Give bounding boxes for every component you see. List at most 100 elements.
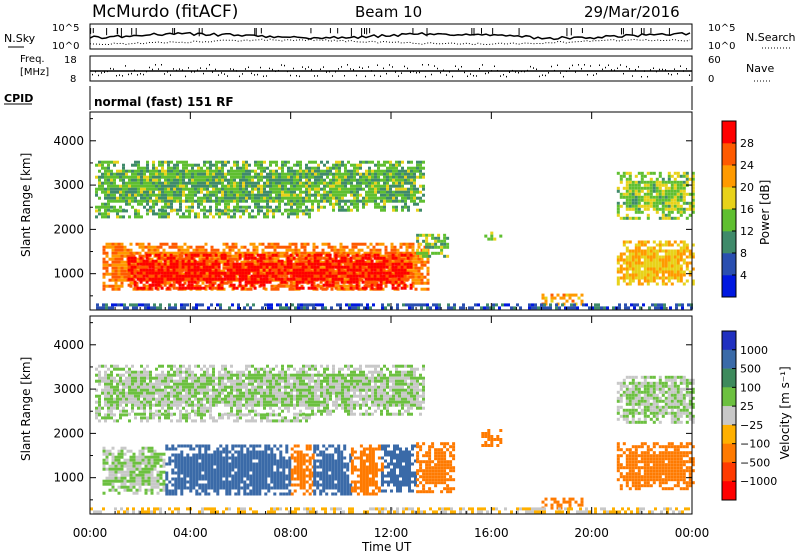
power-cell (251, 281, 254, 284)
power-cell (110, 179, 113, 182)
power-cell (480, 306, 483, 309)
power-cell (253, 243, 256, 246)
power-cell (209, 281, 212, 284)
power-cell (386, 179, 389, 182)
power-cell (167, 206, 170, 209)
power-cell (680, 241, 683, 244)
power-cell (416, 161, 419, 164)
power-cell (161, 188, 164, 191)
power-cell (395, 179, 398, 182)
power-cell (674, 241, 677, 244)
power-cell (344, 200, 347, 203)
power-cell (115, 270, 118, 273)
power-cell (401, 209, 404, 212)
power-cell (251, 194, 254, 197)
power-cell (251, 269, 254, 272)
power-cell (106, 246, 109, 249)
power-cell (680, 277, 683, 280)
power-cell (245, 197, 248, 200)
power-cell (218, 167, 221, 170)
power-cell (358, 243, 361, 246)
power-cell (296, 188, 299, 191)
power-cell (242, 278, 245, 281)
power-cell (218, 266, 221, 269)
power-cell (317, 266, 320, 269)
power-cell (410, 179, 413, 182)
power-cell (671, 253, 674, 256)
power-cell (101, 215, 104, 218)
power-cell (377, 266, 380, 269)
power-cell (197, 278, 200, 281)
power-cell (167, 182, 170, 185)
power-cell (308, 170, 311, 173)
power-cell (350, 173, 353, 176)
power-cell (146, 164, 149, 167)
power-cell (299, 203, 302, 206)
power-cell (653, 271, 656, 274)
power-cell (197, 185, 200, 188)
power-cell (629, 280, 632, 283)
power-cell (353, 173, 356, 176)
power-cell (191, 173, 194, 176)
power-cell (116, 188, 119, 191)
power-cell (194, 260, 197, 263)
power-cell (215, 287, 218, 290)
power-cell (123, 306, 126, 309)
power-cell (137, 266, 140, 269)
power-cell (188, 287, 191, 290)
power-cell (242, 287, 245, 290)
power-cell (617, 283, 620, 286)
power-cell (350, 182, 353, 185)
power-cell (199, 249, 202, 252)
power-cell (659, 241, 662, 244)
power-cell (635, 250, 638, 253)
power-cell (677, 190, 680, 193)
power-cell (380, 272, 383, 275)
power-cell (209, 173, 212, 176)
freq-label: Freq. (20, 54, 45, 65)
power-cell (281, 179, 284, 182)
power-cell (284, 281, 287, 284)
power-cell (326, 263, 329, 266)
power-cell (341, 278, 344, 281)
power-cell (617, 256, 620, 259)
power-cell (218, 188, 221, 191)
power-cell (248, 263, 251, 266)
power-cell (356, 266, 359, 269)
power-cell (158, 182, 161, 185)
power-cell (371, 269, 374, 272)
power-cell (329, 167, 332, 170)
power-cell (287, 194, 290, 197)
power-cell (269, 269, 272, 272)
nave-point (509, 71, 510, 73)
power-cell (254, 188, 257, 191)
power-cell (315, 303, 318, 306)
power-cell (638, 241, 641, 244)
power-cell (626, 196, 629, 199)
power-cell (647, 190, 650, 193)
power-cell (112, 261, 115, 264)
power-cell (495, 303, 498, 306)
power-cell (305, 179, 308, 182)
power-cell (332, 173, 335, 176)
power-cell (149, 182, 152, 185)
power-cell (143, 173, 146, 176)
power-cell (362, 188, 365, 191)
power-cell (275, 164, 278, 167)
power-cell (570, 303, 573, 306)
power-cell (239, 209, 242, 212)
power-cell (95, 164, 98, 167)
power-cell (118, 276, 121, 279)
power-cell (641, 271, 644, 274)
power-cell (302, 173, 305, 176)
power-cell (386, 272, 389, 275)
power-cell (182, 284, 185, 287)
power-cell (191, 263, 194, 266)
power-cell (389, 272, 392, 275)
power-cell (131, 266, 134, 269)
power-cell (227, 197, 230, 200)
power-cell (104, 167, 107, 170)
power-cell (308, 263, 311, 266)
power-cell (356, 194, 359, 197)
power-cell (632, 259, 635, 262)
